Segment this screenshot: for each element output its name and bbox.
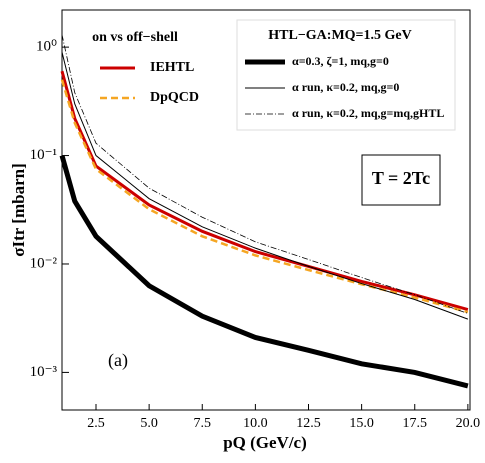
y-tick-label: 10⁰ (36, 39, 57, 55)
y-tick-label: 10⁻³ (30, 364, 58, 380)
series-line (61, 51, 469, 320)
series-line (60, 79, 469, 314)
x-tick-label: 17.5 (403, 416, 428, 431)
series-line (61, 34, 469, 314)
plot-frame (61, 9, 471, 411)
x-tick-label: 2.5 (87, 416, 105, 431)
legend-label: α run, κ=0.2, mq,g=mq,gHTL (292, 106, 444, 120)
legend-label: α run, κ=0.2, mq,g=0 (292, 80, 399, 94)
x-tick-label: 5.0 (140, 416, 158, 431)
x-tick-label: 12.5 (296, 416, 321, 431)
y-axis-label: σItr [mbarn] (9, 163, 28, 256)
y-tick-label: 10⁻² (30, 255, 58, 271)
legend-title: on vs off−shell (92, 30, 178, 45)
legend-label: DpQCD (150, 90, 199, 105)
temperature-note: T = 2Tc (372, 168, 430, 188)
x-tick-label: 10.0 (243, 416, 268, 431)
series-line (59, 154, 469, 389)
annotation-box (361, 154, 441, 206)
legend-box (236, 19, 456, 131)
x-tick-label: 15.0 (349, 416, 374, 431)
legend-label: α=0.3, ζ=1, mq,g=0 (292, 54, 389, 68)
panel-label: (a) (108, 350, 128, 371)
y-tick-label: 10⁻¹ (30, 147, 57, 163)
x-axis-label: pQ (GeV/c) (223, 433, 307, 452)
x-tick-label: 20.0 (456, 416, 481, 431)
x-tick-label: 7.5 (194, 416, 212, 431)
legend-title: HTL−GA:MQ=1.5 GeV (268, 28, 412, 43)
legend-label: IEHTL (150, 60, 194, 75)
series-line (60, 70, 469, 311)
